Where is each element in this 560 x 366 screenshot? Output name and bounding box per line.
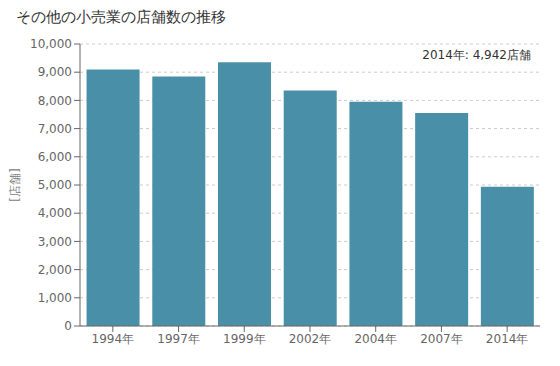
svg-text:2007年: 2007年 [420, 332, 463, 346]
svg-text:5,000: 5,000 [38, 178, 72, 192]
svg-text:2002年: 2002年 [289, 332, 332, 346]
svg-text:9,000: 9,000 [38, 65, 72, 79]
svg-text:0: 0 [64, 319, 72, 333]
html-text:その他の小売業の店舗数の推移: その他の小売業の店舗数の推移 [16, 8, 226, 26]
svg-text:10,000: 10,000 [30, 37, 72, 51]
svg-text:3,000: 3,000 [38, 235, 72, 249]
svg-text:4,000: 4,000 [38, 206, 72, 220]
svg-text:2014年: 2014年 [486, 332, 529, 346]
svg-text:2,000: 2,000 [38, 263, 72, 277]
svg-text:1994年: 1994年 [92, 332, 135, 346]
svg-text:[店舗]: [店舗] [8, 168, 22, 201]
svg-text:1997年: 1997年 [157, 332, 200, 346]
svg-text:6,000: 6,000 [38, 150, 72, 164]
svg-text:8,000: 8,000 [38, 94, 72, 108]
svg-text:1,000: 1,000 [38, 291, 72, 305]
svg-text:7,000: 7,000 [38, 122, 72, 136]
svg-text:1999年: 1999年 [223, 332, 266, 346]
svg-text:2004年: 2004年 [354, 332, 397, 346]
html-text:2014年: 4,942店舗: 2014年: 4,942店舗 [422, 48, 531, 62]
